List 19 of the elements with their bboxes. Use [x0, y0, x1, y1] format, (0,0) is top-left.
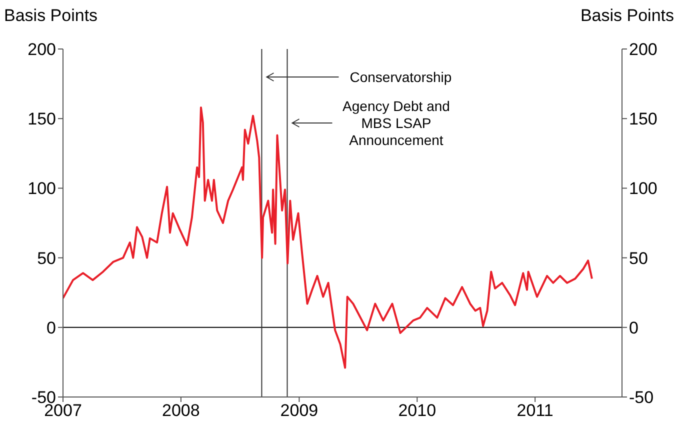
y2-axis-title: Basis Points [580, 6, 674, 26]
x-tick-label: 2011 [516, 401, 554, 420]
y-tick-label: 0 [46, 318, 56, 338]
x-tick-label: 2009 [280, 401, 318, 420]
x-tick-label: 2010 [398, 401, 436, 420]
y2-tick-label: 150 [629, 110, 658, 129]
y-tick-label: 200 [28, 40, 56, 60]
y-tick-label: 50 [37, 248, 56, 268]
y2-tick-label: 50 [629, 248, 648, 268]
y-tick-label: 150 [28, 110, 56, 129]
ref-line-label: Conservatorship [350, 69, 452, 85]
ref-line-label: Agency Debt and MBS LSAP Announcement [342, 98, 450, 148]
y2-tick-label: 0 [629, 318, 638, 338]
y2-tick-label: 100 [629, 179, 658, 198]
x-tick-label: 2008 [162, 401, 200, 420]
y2-tick-label: -50 [629, 388, 654, 408]
y2-tick-label: 200 [629, 40, 658, 60]
y-tick-label: 100 [28, 179, 56, 198]
y-axis-title: Basis Points [4, 6, 98, 26]
